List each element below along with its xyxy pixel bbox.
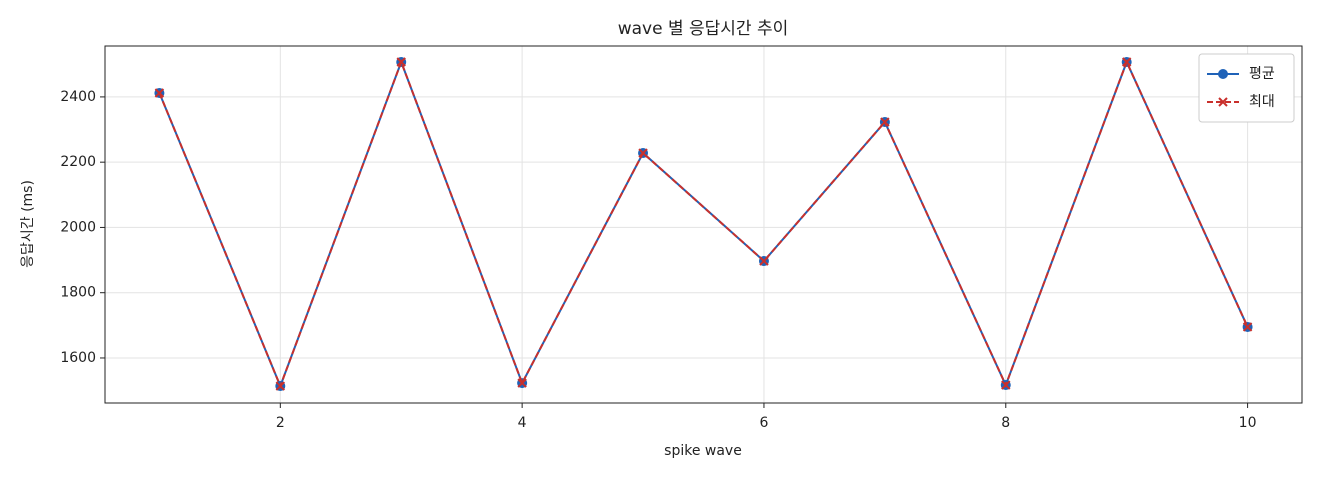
marker [638, 148, 648, 158]
legend-label: 최대 [1249, 94, 1275, 110]
y-tick-label: 2200 [60, 154, 96, 170]
marker [517, 378, 527, 388]
marker [154, 88, 165, 98]
legend-marker [1218, 69, 1228, 79]
x-tick-label: 6 [759, 415, 768, 431]
plot-frame [104, 45, 1303, 404]
marker [759, 256, 769, 266]
marker [1001, 380, 1011, 390]
x-tick-label: 8 [1001, 415, 1010, 431]
y-tick-label: 2000 [60, 219, 96, 235]
x-axis-label: spike wave [664, 443, 742, 459]
series-line [158, 59, 1249, 389]
x-tick-label: 4 [518, 415, 527, 431]
y-tick-label: 1600 [60, 350, 96, 366]
y-axis-label: 응답시간 (ms) [20, 180, 36, 268]
marker [880, 117, 890, 127]
marker [396, 57, 406, 67]
legend-box [1198, 53, 1295, 123]
marker [275, 381, 286, 391]
legend-label: 평균 [1249, 66, 1275, 82]
x-tick-label: 2 [276, 415, 285, 431]
x-tick-label: 10 [1239, 415, 1257, 431]
marker [1242, 322, 1253, 332]
y-tick-label: 2400 [60, 89, 96, 105]
chart-title: wave 별 응답시간 추이 [618, 19, 789, 39]
marker [1121, 57, 1132, 67]
legend-marker [1218, 97, 1228, 107]
y-tick-label: 1800 [60, 285, 96, 301]
